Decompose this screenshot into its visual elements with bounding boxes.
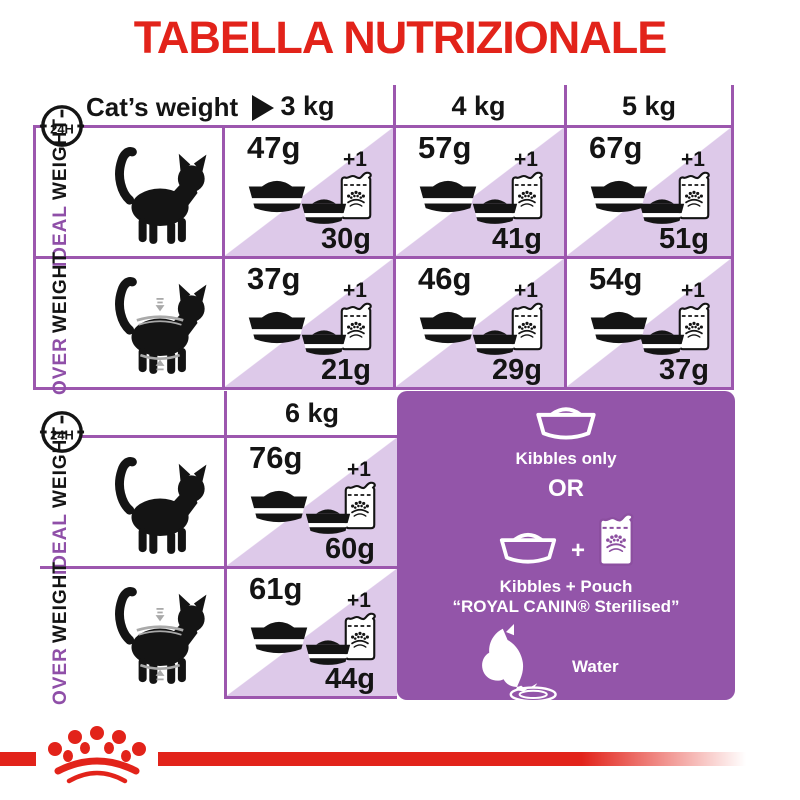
row-label-overweight: OVER WEIGHT [50,560,71,706]
cell-over-3kg: 37g +1 21g [225,259,393,387]
royal-canin-crown-logo [42,726,152,786]
bowl-icon [528,401,604,443]
kibbles-only-amount: 67g [589,130,643,165]
plus-one-pouch-label: +1 [681,148,705,171]
cell-over-4kg: 46g +1 29g [396,259,564,387]
water-reminder: Water [466,621,666,700]
kibbles-only-amount: 57g [418,130,472,165]
grid-line [33,256,734,259]
kibbles-mixed-amount: 29g [492,354,542,386]
bowl-icon [495,527,561,567]
grid-line [564,85,567,388]
cell-ideal-6kg: 76g +1 60g [227,438,397,566]
or-label: OR [548,475,584,503]
grid-line [46,435,397,438]
kibbles-only-amount: 37g [247,261,301,296]
plus-icon: + [570,537,585,565]
brand-bar-left [0,752,36,766]
kibbles-mixed-amount: 51g [659,223,709,255]
kibbles-mixed-amount: 60g [325,533,375,565]
cats-weight-label: Cat’s weight [86,92,239,122]
page-title: TABELLA NUTRIZIONALE [133,12,667,63]
plus-one-pouch-label: +1 [347,589,371,612]
plus-one-pouch-label: +1 [514,148,538,171]
cell-ideal-5kg: 67g +1 51g [567,128,731,256]
overweight-cat-icon [94,576,210,690]
column-header-6kg: 6 kg [284,398,340,428]
kibbles-only-amount: 76g [249,440,303,475]
kibbles-mixed-amount: 44g [325,663,375,695]
pouch-icon [595,511,637,567]
kibbles-only-amount: 54g [589,261,643,296]
plus-one-pouch-label: +1 [343,148,367,171]
kibbles-only-label: Kibbles only [515,449,617,469]
row-label-ideal-weight: IDEAL WEIGHT [50,426,71,576]
grid-line [40,566,397,569]
column-header-5kg: 5 kg [621,91,677,121]
feeding-options-panel: Kibbles only OR + Kibbles + Pouch “ROYAL… [397,391,735,700]
grid-line [393,85,396,388]
cats-weight-header: Cat’s weight [86,92,275,123]
plus-one-pouch-label: +1 [343,279,367,302]
kibbles-only-amount: 47g [247,130,301,165]
kibbles-plus-pouch-icons: + [495,511,637,567]
grid-line [33,387,734,390]
column-header-3kg: 3 kg [280,91,335,121]
grid-line [224,696,397,699]
kibbles-only-amount: 46g [418,261,472,296]
kibbles-mixed-amount: 21g [321,354,371,386]
kibbles-pouch-label: Kibbles + Pouch [499,577,633,597]
grid-line [224,391,227,699]
plus-one-pouch-label: +1 [514,279,538,302]
arrow-right-icon [252,94,275,121]
row-label-ideal-weight: IDEAL WEIGHT [50,118,71,268]
overweight-cat-icon [94,266,210,380]
column-header-4kg: 4 kg [451,91,506,121]
water-label: Water [572,657,619,677]
grid-line [33,125,734,128]
plus-one-pouch-label: +1 [347,458,371,481]
kibbles-mixed-amount: 30g [321,223,371,255]
ideal-weight-cat-icon [94,446,210,560]
cell-over-5kg: 54g +1 37g [567,259,731,387]
cat-drinking-water-icon [466,621,570,707]
grid-line [731,85,734,388]
plus-one-pouch-label: +1 [681,279,705,302]
grid-line [222,127,225,388]
row-label-overweight: OVER WEIGHT [50,250,71,396]
cell-ideal-4kg: 57g +1 41g [396,128,564,256]
brand-bar-right [158,752,746,766]
cell-ideal-3kg: 47g +1 30g [225,128,393,256]
kibbles-mixed-amount: 41g [492,223,542,255]
cell-over-6kg: 61g +1 44g [227,569,397,696]
kibbles-mixed-amount: 37g [659,354,709,386]
product-name-label: “ROYAL CANIN® Sterilised” [452,597,680,617]
kibbles-only-amount: 61g [249,571,303,606]
grid-line [33,125,36,390]
ideal-weight-cat-icon [94,136,210,250]
